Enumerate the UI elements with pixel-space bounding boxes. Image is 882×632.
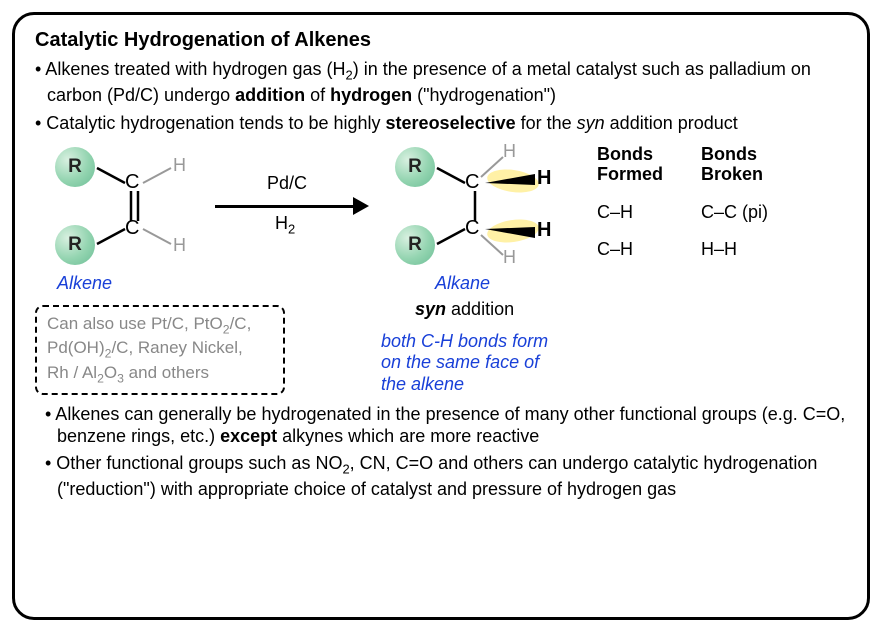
h2-h: H — [275, 213, 288, 233]
dash-l1: Can also use Pt/C, PtO — [47, 314, 223, 333]
b1-addition: addition — [235, 85, 305, 105]
r-ball-1: R — [55, 147, 95, 187]
r-label-1: R — [68, 156, 82, 178]
bullet-2: • Catalytic hydrogenation tends to be hi… — [35, 112, 847, 135]
b3-except: except — [220, 426, 277, 446]
reagent-bottom: H2 — [275, 213, 295, 237]
th-formed: BondsFormed — [597, 145, 663, 185]
bullet-3: • Alkenes can generally be hydrogenated … — [35, 403, 847, 448]
b2-syn: syn — [577, 113, 605, 133]
b2-end: addition product — [605, 113, 738, 133]
bonds-table: BondsFormed BondsBroken C–HC–C (pi) C–HH… — [595, 143, 806, 267]
cell-r2b: H–H — [701, 229, 804, 264]
c-atom-1: C — [125, 171, 139, 194]
dash-sub4: 3 — [117, 372, 124, 386]
r-label-3: R — [408, 156, 422, 178]
dash-l2: Pd(OH) — [47, 338, 105, 357]
h2-sub: 2 — [288, 221, 295, 236]
sub-no2: 2 — [342, 461, 349, 476]
sub-2a: 2 — [345, 68, 352, 83]
b1-of: of — [305, 85, 330, 105]
dash-l3: Rh / Al — [47, 363, 97, 382]
blue-line-2: on the same face of — [381, 352, 548, 374]
h-black-1: H — [537, 167, 551, 190]
b3-text-b: alkynes which are more reactive — [277, 426, 539, 446]
b2-for: for the — [516, 113, 577, 133]
blue-line-1: both C-H bonds form — [381, 331, 548, 353]
b4-text-a: • Other functional groups such as NO — [45, 453, 342, 473]
alkane-label: Alkane — [435, 273, 490, 294]
r-ball-3: R — [395, 147, 435, 187]
c-atom-4: C — [465, 217, 479, 240]
alt-catalysts-box: Can also use Pt/C, PtO2/C, Pd(OH)2/C, Ra… — [35, 305, 285, 395]
dash-l1b: /C, — [230, 314, 252, 333]
blue-note: both C-H bonds form on the same face of … — [381, 331, 548, 396]
h-grey-4: H — [503, 247, 516, 268]
cell-r2a: C–H — [597, 229, 699, 264]
reagent-top: Pd/C — [267, 173, 307, 194]
c-atom-2: C — [125, 217, 139, 240]
bullet-1: • Alkenes treated with hydrogen gas (H2)… — [35, 58, 847, 106]
reaction-diagram: R R C C H H Alkene Pd/C H2 — [35, 141, 847, 401]
th-broken: BondsBroken — [701, 145, 768, 185]
b1-text-a: • Alkenes treated with hydrogen gas (H — [35, 59, 345, 79]
b1-end: ("hydrogenation") — [412, 85, 556, 105]
syn-bold: syn — [415, 299, 446, 319]
b2-stereo: stereoselective — [386, 113, 516, 133]
h-grey-2: H — [173, 235, 186, 256]
h-grey-3: H — [503, 141, 516, 162]
h-grey-1: H — [173, 155, 186, 176]
dash-l3b: O — [104, 363, 117, 382]
b1-hydrogen: hydrogen — [330, 85, 412, 105]
r-ball-2: R — [55, 225, 95, 265]
dash-sub3: 2 — [97, 372, 104, 386]
blue-line-3: the alkene — [381, 374, 548, 396]
alkene-label: Alkene — [57, 273, 112, 294]
bullet-4: • Other functional groups such as NO2, C… — [35, 452, 847, 500]
r-ball-4: R — [395, 225, 435, 265]
dash-sub1: 2 — [223, 322, 230, 336]
h-black-2: H — [537, 219, 551, 242]
c-atom-3: C — [465, 171, 479, 194]
syn-rest: addition — [446, 299, 514, 319]
card-title: Catalytic Hydrogenation of Alkenes — [35, 29, 847, 52]
dash-l2b: /C, Raney Nickel, — [111, 338, 242, 357]
r-label-4: R — [408, 234, 422, 256]
cell-r1a: C–H — [597, 190, 699, 227]
syn-addition-label: syn addition — [415, 299, 514, 320]
info-card: Catalytic Hydrogenation of Alkenes • Alk… — [12, 12, 870, 620]
r-label-2: R — [68, 234, 82, 256]
dash-l3c: and others — [124, 363, 209, 382]
b2-text-a: • Catalytic hydrogenation tends to be hi… — [35, 113, 386, 133]
cell-r1b: C–C (pi) — [701, 190, 804, 227]
